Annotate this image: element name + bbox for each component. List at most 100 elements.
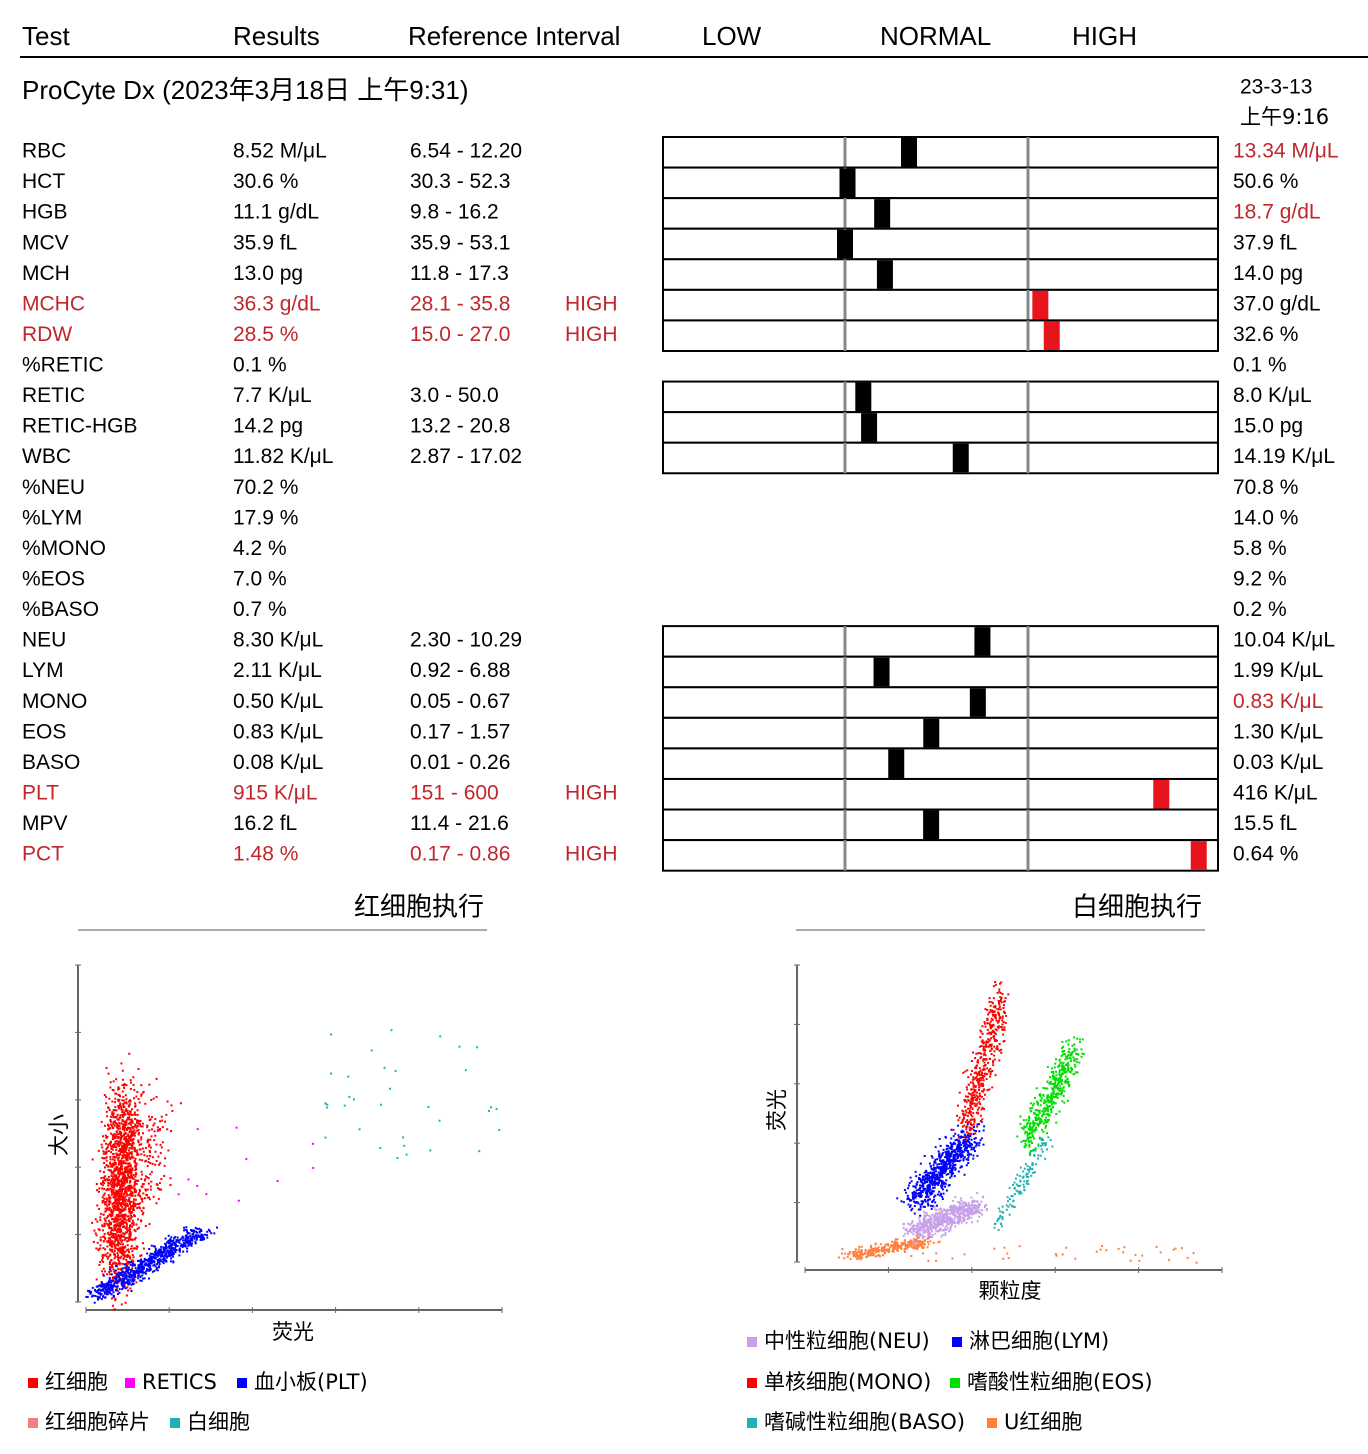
scatter-dot xyxy=(938,1163,940,1165)
scatter-dot xyxy=(130,1119,132,1121)
scatter-dot xyxy=(949,1177,951,1179)
scatter-dot xyxy=(885,1249,887,1251)
scatter-dot xyxy=(115,1209,117,1211)
scatter-dot xyxy=(119,1153,121,1155)
scatter-dot xyxy=(976,1192,978,1194)
scatter-dot xyxy=(129,1147,131,1149)
scatter-dot xyxy=(119,1148,121,1150)
scatter-dot xyxy=(976,1092,978,1094)
scatter-dot xyxy=(123,1198,125,1200)
scatter-dot xyxy=(143,1091,145,1093)
scatter-dot xyxy=(118,1234,120,1236)
scatter-dot xyxy=(122,1239,124,1241)
scatter-dot xyxy=(109,1273,111,1275)
scatter-dot xyxy=(125,1157,127,1159)
scatter-dot xyxy=(938,1179,940,1181)
scatter-dot xyxy=(142,1183,144,1185)
scatter-dot xyxy=(110,1181,112,1183)
scatter-dot xyxy=(985,1064,987,1066)
scatter-dot xyxy=(114,1224,116,1226)
scatter-dot xyxy=(1118,1248,1120,1250)
scatter-dot xyxy=(118,1163,120,1165)
scatter-dot xyxy=(945,1232,947,1234)
gauge xyxy=(663,259,1218,290)
scatter-dot xyxy=(154,1135,156,1137)
scatter-dot xyxy=(148,1144,150,1146)
scatter-dot xyxy=(117,1183,119,1185)
scatter-dot xyxy=(934,1178,936,1180)
scatter-dot xyxy=(111,1229,113,1231)
scatter-dot xyxy=(976,1144,978,1146)
scatter-dot xyxy=(912,1221,914,1223)
scatter-dot xyxy=(922,1184,924,1186)
scatter-dot xyxy=(129,1229,131,1231)
scatter-dot xyxy=(946,1168,948,1170)
scatter-dot xyxy=(103,1188,105,1190)
scatter-dot xyxy=(978,1072,980,1074)
scatter-dot xyxy=(103,1240,105,1242)
scatter-dot xyxy=(156,1202,158,1204)
scatter-dot xyxy=(1134,1254,1136,1256)
scatter-dot xyxy=(103,1153,105,1155)
previous-result: 37.9 fL xyxy=(1233,231,1297,254)
scatter-dot xyxy=(975,1207,977,1209)
scatter-dot xyxy=(984,1008,986,1010)
reference-interval: 6.54 - 12.20 xyxy=(410,140,522,163)
scatter-dot xyxy=(990,1020,992,1022)
scatter-dot xyxy=(940,1172,942,1174)
scatter-dot xyxy=(108,1073,110,1075)
scatter-dot xyxy=(110,1213,112,1215)
scatter-dot xyxy=(993,1050,995,1052)
scatter-dot xyxy=(981,1118,983,1120)
scatter-dot xyxy=(124,1201,126,1203)
scatter-dot xyxy=(906,1231,908,1233)
scatter-dot xyxy=(967,1076,969,1078)
scatter-dot xyxy=(144,1259,146,1261)
scatter-dot xyxy=(919,1228,921,1230)
scatter-dot xyxy=(166,1241,168,1243)
scatter-dot xyxy=(142,1148,144,1150)
scatter-dot xyxy=(123,1087,125,1089)
scatter-dot xyxy=(975,1086,977,1088)
scatter-dot xyxy=(965,1099,967,1101)
scatter-dot xyxy=(948,1159,950,1161)
scatter-dot xyxy=(973,1094,975,1096)
scatter-dot xyxy=(136,1125,138,1127)
scatter-dot xyxy=(957,1150,959,1152)
scatter-dot xyxy=(101,1187,103,1189)
previous-result: 0.64 % xyxy=(1233,843,1298,866)
scatter-dot xyxy=(134,1149,136,1151)
plot-title: 白细胞执行 xyxy=(1072,893,1202,923)
scatter-dot xyxy=(950,1138,952,1140)
scatter-dot xyxy=(1004,997,1006,999)
scatter-dot xyxy=(983,1098,985,1100)
scatter-dot xyxy=(115,1146,117,1148)
scatter-dot xyxy=(115,1265,117,1267)
scatter-dot xyxy=(126,1191,128,1193)
scatter-dot xyxy=(117,1173,119,1175)
scatter-dot xyxy=(913,1191,915,1193)
scatter-dot xyxy=(122,1236,124,1238)
scatter-dot xyxy=(126,1129,128,1131)
scatter-dot xyxy=(111,1203,113,1205)
scatter-dot xyxy=(109,1289,111,1291)
scatter-dot xyxy=(100,1213,102,1215)
scatter-dot xyxy=(995,984,997,986)
scatter-dot xyxy=(149,1198,151,1200)
scatter-dot xyxy=(977,1112,979,1114)
scatter-dot xyxy=(1019,1245,1021,1247)
scatter-dot xyxy=(194,1241,196,1243)
scatter-dot xyxy=(144,1103,146,1105)
scatter-dot xyxy=(922,1187,924,1189)
scatter-dot xyxy=(147,1165,149,1167)
scatter-dot xyxy=(133,1129,135,1131)
scatter-dot xyxy=(113,1295,115,1297)
scatter-dot xyxy=(941,1186,943,1188)
scatter-dot xyxy=(140,1219,142,1221)
scatter-dot xyxy=(142,1123,144,1125)
scatter-dot xyxy=(113,1089,115,1091)
scatter-dot xyxy=(982,1083,984,1085)
scatter-dot xyxy=(967,1121,969,1123)
scatter-dot xyxy=(129,1127,131,1129)
scatter-dot xyxy=(106,1273,108,1275)
